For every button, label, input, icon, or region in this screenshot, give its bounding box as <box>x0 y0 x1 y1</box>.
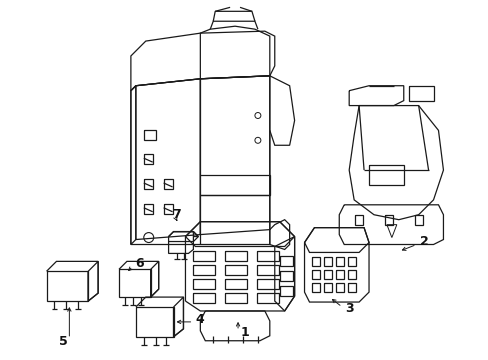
Text: 4: 4 <box>195 314 203 327</box>
Text: 6: 6 <box>135 257 143 270</box>
Text: 3: 3 <box>345 302 353 315</box>
Text: 1: 1 <box>241 326 249 339</box>
Text: 2: 2 <box>419 235 427 248</box>
Text: 5: 5 <box>59 335 68 348</box>
Text: 7: 7 <box>172 208 181 221</box>
